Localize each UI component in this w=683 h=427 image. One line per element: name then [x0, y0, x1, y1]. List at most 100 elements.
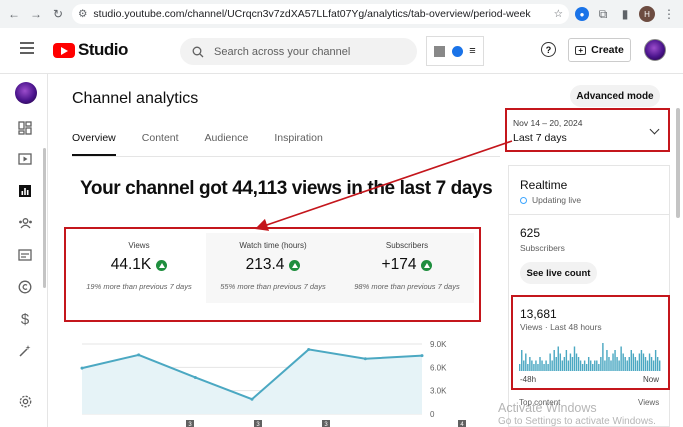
sidebar-item-analytics[interactable]: [14, 181, 36, 201]
video-marker[interactable]: [458, 420, 466, 427]
views-line-chart[interactable]: 9.0K 6.0K 3.0K 0 3 3 3 4: [66, 336, 466, 427]
views-data-point[interactable]: [363, 357, 367, 361]
sidebar-item-customization[interactable]: [14, 341, 36, 361]
watermark-line2: Go to Settings to activate Windows.: [498, 416, 656, 427]
extension-icon[interactable]: ●: [575, 7, 589, 21]
spark-bar: [654, 350, 657, 371]
spark-bar: [608, 357, 610, 371]
channel-avatar[interactable]: [644, 39, 666, 61]
bookmark-star-icon[interactable]: ☆: [553, 8, 563, 20]
tab-audience[interactable]: Audience: [204, 132, 249, 144]
metric-value: 213.4: [206, 256, 340, 274]
sidebar-item-community[interactable]: [14, 213, 36, 233]
site-info-icon[interactable]: ⚙: [78, 8, 88, 20]
watermark-line1: Activate Windows: [498, 401, 597, 415]
reading-list-icon[interactable]: ▮: [621, 7, 629, 21]
video-marker-count: 3: [256, 422, 260, 427]
spark-bar: [565, 350, 568, 371]
realtime-views-sparkbar[interactable]: [519, 341, 661, 371]
windows-activation-watermark: Activate Windows Go to Settings to activ…: [498, 401, 656, 427]
analytics-extension-icon[interactable]: [434, 45, 446, 57]
metric-card-watch-time[interactable]: Watch time (hours) 213.4 55% more than p…: [206, 233, 340, 303]
address-bar[interactable]: ⚙ studio.youtube.com/channel/UCrqcn3v7zd…: [72, 4, 569, 24]
create-button[interactable]: + Create: [568, 38, 631, 62]
extension-toolbar: ≡: [426, 36, 484, 66]
spark-axis-end: Now: [642, 375, 659, 384]
spark-bar: [551, 360, 553, 371]
metric-cards: Views 44.1K 19% more than previous 7 day…: [72, 233, 474, 303]
back-icon[interactable]: ←: [8, 7, 20, 21]
spark-bar: [626, 360, 628, 371]
browser-menu-icon[interactable]: ⋮: [663, 7, 675, 21]
spark-bar: [583, 360, 586, 371]
views-data-point[interactable]: [80, 366, 84, 370]
browser-profile-avatar[interactable]: H: [639, 6, 655, 22]
sidebar-item-dashboard[interactable]: [14, 118, 36, 138]
spark-bar: [581, 364, 584, 371]
metric-label: Subscribers: [385, 241, 429, 250]
community-icon: [18, 218, 32, 229]
extensions-puzzle-icon[interactable]: ⧉: [598, 6, 608, 21]
tab-overview[interactable]: Overview: [72, 132, 116, 156]
sidebar-channel-avatar[interactable]: [15, 82, 37, 104]
forward-icon[interactable]: →: [30, 7, 42, 21]
views-data-point[interactable]: [137, 353, 141, 357]
metric-value-text: 44.1K: [110, 256, 152, 273]
metric-card-views[interactable]: Views 44.1K 19% more than previous 7 day…: [72, 233, 206, 303]
video-marker-count: 3: [188, 422, 192, 427]
spark-bar: [614, 350, 616, 371]
arrow-up-icon: [289, 259, 301, 271]
spark-bar: [600, 357, 602, 371]
spark-bar: [539, 357, 541, 371]
reload-icon[interactable]: ↻: [52, 7, 64, 21]
arrow-up-icon: [421, 259, 433, 271]
list-icon[interactable]: ≡: [469, 45, 476, 57]
subtitles-icon: [18, 249, 32, 261]
views-data-point[interactable]: [250, 397, 254, 401]
advanced-mode-button[interactable]: Advanced mode: [570, 85, 660, 107]
metric-value: +174: [340, 256, 474, 274]
views-chart: 9.0K 6.0K 3.0K 0 3 3 3 4: [66, 336, 466, 427]
studio-logo[interactable]: Studio: [53, 40, 128, 60]
views-data-point[interactable]: [420, 354, 424, 358]
search-input[interactable]: Search across your channel: [180, 38, 417, 65]
views-data-point[interactable]: [307, 347, 311, 351]
spark-bar: [547, 364, 549, 371]
views-data-point[interactable]: [193, 375, 197, 379]
hamburger-menu-icon[interactable]: [20, 42, 34, 54]
spark-bar: [628, 357, 630, 371]
realtime-title: Realtime: [520, 178, 568, 192]
video-marker-count: 4: [460, 422, 464, 427]
spark-bar: [632, 353, 635, 371]
metric-card-subscribers[interactable]: Subscribers +174 98% more than previous …: [340, 233, 474, 303]
spark-bar: [612, 353, 614, 371]
arrow-up-icon: [156, 259, 168, 271]
spark-bar: [596, 360, 598, 371]
extension-badge-icon[interactable]: [451, 45, 463, 57]
date-range-selector[interactable]: Nov 14 – 20, 2024 Last 7 days: [505, 108, 670, 152]
metric-value: 44.1K: [72, 256, 206, 274]
right-scrollbar[interactable]: [676, 108, 680, 218]
spark-bar: [642, 353, 645, 371]
spark-bar: [577, 357, 580, 371]
spark-bar: [557, 346, 559, 371]
video-marker[interactable]: [186, 420, 194, 427]
sidebar-item-content[interactable]: [14, 149, 36, 169]
see-live-count-button[interactable]: See live count: [520, 262, 597, 284]
sidebar-item-subtitles[interactable]: [14, 245, 36, 265]
tab-inspiration[interactable]: Inspiration: [274, 132, 323, 144]
spark-bar: [656, 357, 659, 371]
sidebar-item-earn[interactable]: $: [14, 309, 36, 329]
realtime-status-text: Updating live: [532, 195, 582, 205]
spark-bar: [620, 346, 622, 371]
chevron-down-icon: [649, 124, 660, 135]
sidebar-scrollbar[interactable]: [43, 148, 46, 288]
tab-content[interactable]: Content: [141, 132, 179, 144]
sidebar-item-settings[interactable]: [14, 391, 36, 411]
video-marker[interactable]: [322, 420, 330, 427]
spark-bar: [525, 353, 527, 371]
date-preset-text: Last 7 days: [513, 132, 567, 144]
sidebar-item-copyright[interactable]: [14, 277, 36, 297]
video-marker[interactable]: [254, 420, 262, 427]
help-icon[interactable]: ?: [541, 42, 556, 57]
